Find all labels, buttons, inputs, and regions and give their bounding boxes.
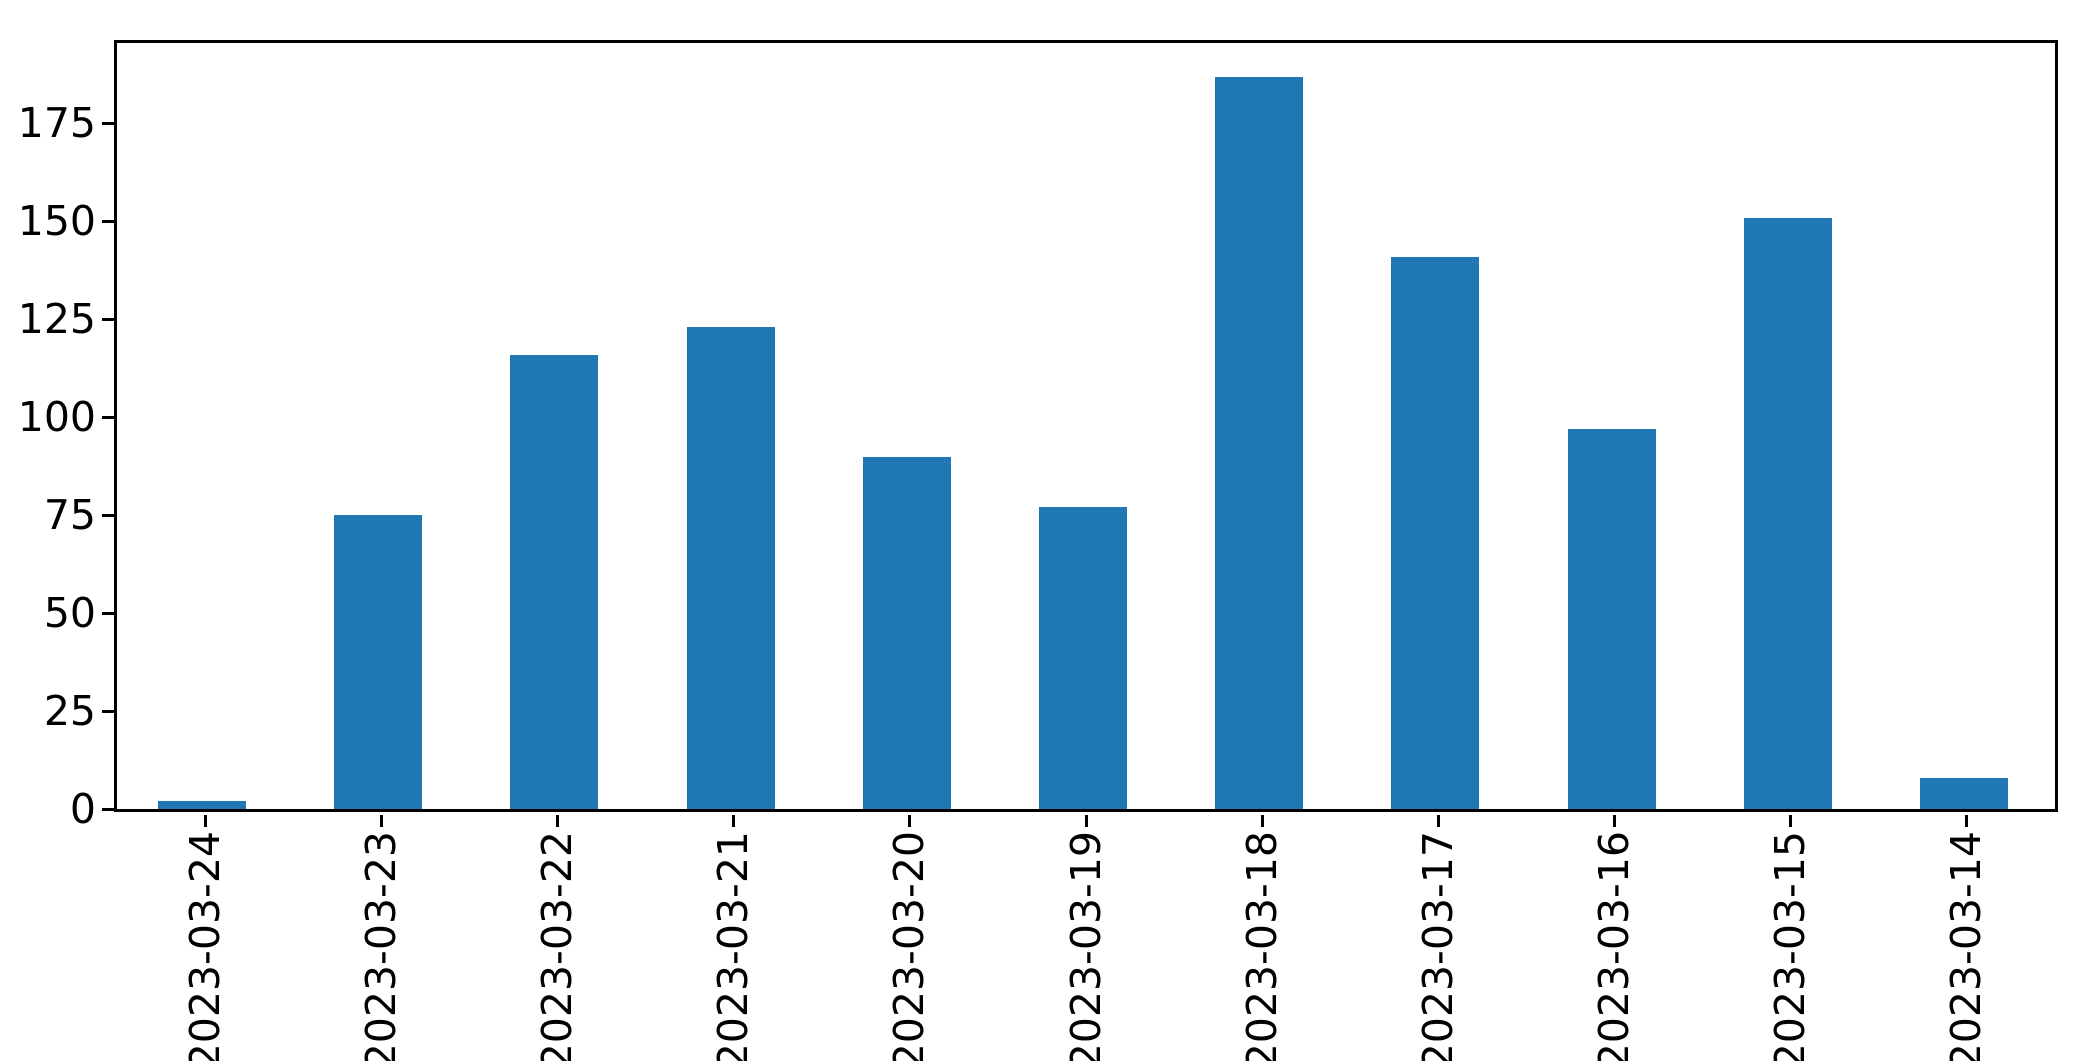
bar-2023-03-23 [334, 515, 423, 809]
x-tick-label-2023-03-19: 2023-03-19 [1061, 831, 1110, 1061]
y-tick-mark-125 [102, 317, 114, 321]
bar-2023-03-19 [1038, 507, 1128, 809]
x-tick-label-2023-03-17: 2023-03-17 [1413, 831, 1462, 1061]
x-tick-mark-2023-03-16 [1613, 815, 1617, 827]
bar-2023-03-15 [1743, 217, 1832, 809]
x-tick-label-2023-03-16: 2023-03-16 [1590, 831, 1639, 1061]
x-tick-label-2023-03-24: 2023-03-24 [180, 831, 229, 1061]
x-tick-label-2023-03-18: 2023-03-18 [1237, 831, 1286, 1061]
y-tick-mark-75 [102, 513, 114, 517]
x-tick-mark-2023-03-20 [908, 815, 912, 827]
y-tick-mark-0 [102, 807, 114, 811]
x-tick-mark-2023-03-23 [379, 815, 383, 827]
y-tick-label-25: 25 [43, 686, 96, 735]
x-tick-mark-2023-03-19 [1084, 815, 1088, 827]
bar-2023-03-24 [158, 801, 247, 809]
y-tick-label-125: 125 [17, 294, 96, 343]
x-tick-mark-2023-03-14 [1965, 815, 1969, 827]
y-tick-mark-50 [102, 611, 114, 615]
bar-2023-03-22 [510, 354, 599, 809]
x-tick-mark-2023-03-22 [555, 815, 559, 827]
x-tick-label-2023-03-21: 2023-03-21 [709, 831, 758, 1061]
x-tick-mark-2023-03-18 [1260, 815, 1264, 827]
x-tick-mark-2023-03-17 [1436, 815, 1440, 827]
bar-2023-03-14 [1919, 777, 2008, 809]
y-tick-label-50: 50 [43, 588, 96, 637]
x-tick-label-2023-03-15: 2023-03-15 [1766, 831, 1815, 1061]
x-tick-mark-2023-03-21 [732, 815, 736, 827]
y-tick-mark-150 [102, 220, 114, 224]
bar-2023-03-20 [862, 456, 951, 809]
y-tick-mark-175 [102, 122, 114, 126]
x-tick-label-2023-03-14: 2023-03-14 [1942, 831, 1991, 1061]
y-tick-label-150: 150 [17, 197, 96, 246]
bar-2023-03-18 [1215, 76, 1304, 809]
x-tick-mark-2023-03-24 [203, 815, 207, 827]
y-tick-label-175: 175 [17, 99, 96, 148]
x-tick-label-2023-03-22: 2023-03-22 [532, 831, 581, 1061]
bar-2023-03-21 [686, 327, 775, 809]
bar-2023-03-17 [1391, 256, 1480, 809]
y-tick-label-100: 100 [17, 392, 96, 441]
x-tick-mark-2023-03-15 [1789, 815, 1793, 827]
y-tick-label-75: 75 [43, 490, 96, 539]
x-tick-label-2023-03-23: 2023-03-23 [356, 831, 405, 1061]
bar-2023-03-16 [1567, 429, 1656, 809]
y-tick-label-0: 0 [69, 784, 96, 833]
plot-area [114, 40, 2058, 812]
y-tick-mark-100 [102, 415, 114, 419]
x-tick-label-2023-03-20: 2023-03-20 [885, 831, 934, 1061]
y-tick-mark-25 [102, 709, 114, 713]
